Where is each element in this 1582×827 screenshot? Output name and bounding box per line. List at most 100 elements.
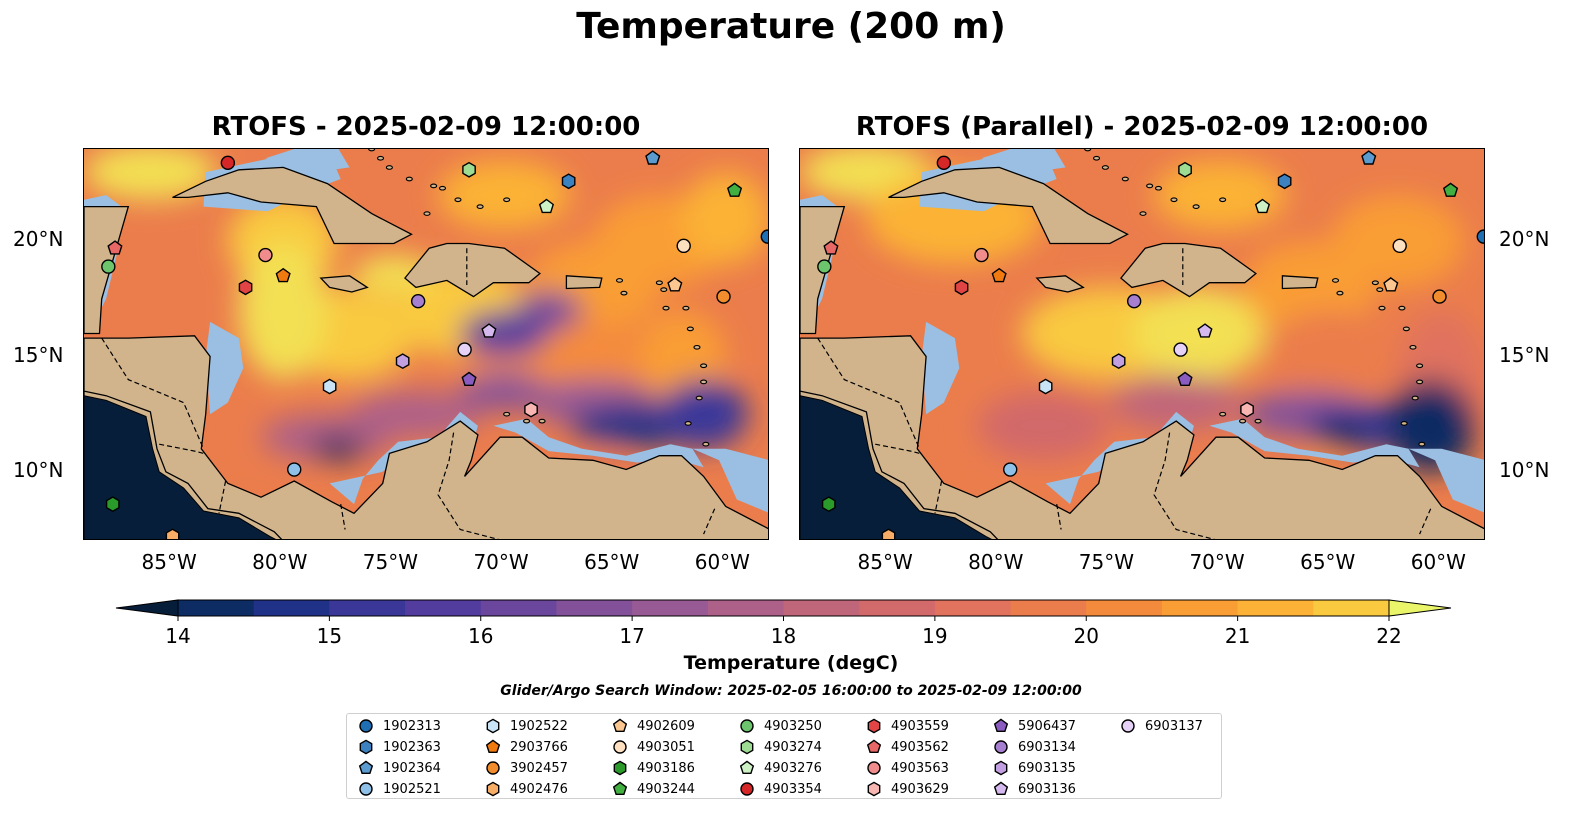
colorbar-extend-low <box>115 599 179 617</box>
land-mass <box>800 335 1484 539</box>
colorbar-segment <box>405 600 482 616</box>
colorbar-segment <box>329 600 406 616</box>
island <box>503 197 511 203</box>
island <box>476 204 484 209</box>
lon-tick-label: 60°W <box>1410 550 1466 574</box>
lon-tick-label: 80°W <box>968 550 1024 574</box>
land-mass <box>319 275 369 293</box>
lon-tick-label: 65°W <box>1300 550 1356 574</box>
float-marker-1902364 <box>1361 150 1377 165</box>
shelf-area <box>1408 448 1484 513</box>
colorbar-tick-label: 22 <box>1376 624 1401 646</box>
island <box>1121 176 1129 182</box>
legend-item-6903136: 6903136 <box>992 779 1076 799</box>
island <box>423 211 431 216</box>
island <box>438 185 447 191</box>
country-border <box>340 503 346 530</box>
circle-marker-icon <box>740 719 754 733</box>
float-marker-4903354 <box>220 155 236 171</box>
legend-label: 6903134 <box>1018 739 1076 755</box>
map-canvas-rtofs <box>84 149 768 539</box>
country-border <box>934 480 943 514</box>
float-marker-1902313 <box>760 229 768 244</box>
island <box>684 421 692 426</box>
legend-label: 3902457 <box>510 760 568 776</box>
float-marker-6903134 <box>1126 293 1142 309</box>
legend-marker <box>993 781 1009 796</box>
shelf-area <box>692 448 768 513</box>
pentagon-marker-icon <box>358 760 374 775</box>
island <box>1409 344 1417 350</box>
legend-label: 6903137 <box>1145 718 1203 734</box>
float-marker-4903563 <box>974 247 989 263</box>
float-marker-6903134 <box>410 293 426 309</box>
island <box>1376 287 1384 293</box>
island <box>1418 441 1426 447</box>
land-mass <box>1119 242 1257 298</box>
island <box>620 290 628 296</box>
island <box>700 363 708 369</box>
colorbar-tick-label: 15 <box>317 624 342 646</box>
colorbar-segment <box>178 600 255 616</box>
circle-marker-icon <box>740 782 754 796</box>
island <box>682 305 690 311</box>
pentagon-marker-icon <box>612 781 628 796</box>
lat-tick-label: 15°N <box>13 342 64 367</box>
legend-label: 1902313 <box>383 718 441 734</box>
map-panel-rtofs-parallel[interactable] <box>799 148 1485 540</box>
hexagon-marker-icon <box>613 760 627 776</box>
colorbar-segment <box>783 600 860 616</box>
island <box>405 176 413 182</box>
legend-label: 4903563 <box>891 760 949 776</box>
island <box>702 441 710 447</box>
country-border <box>1056 503 1062 530</box>
legend-label: 4903562 <box>891 739 949 755</box>
float-marker-1902363 <box>561 173 576 190</box>
legend-marker <box>994 740 1008 754</box>
figure-title: Temperature (200 m) <box>576 6 1006 47</box>
float-marker-3902457 <box>716 289 731 304</box>
lon-tick-label: 70°W <box>1189 550 1245 574</box>
lon-tick-label: 70°W <box>473 550 529 574</box>
circle-marker-icon <box>359 782 373 796</box>
legend-item-1902313: 1902313 <box>357 716 441 736</box>
country-border <box>703 508 716 535</box>
legend-label: 1902364 <box>383 760 441 776</box>
legend-item-6903134: 6903134 <box>992 737 1076 757</box>
island <box>693 344 701 350</box>
circle-marker-icon <box>486 761 500 775</box>
island <box>1219 411 1227 417</box>
island <box>1092 155 1101 161</box>
float-marker-4903244 <box>1442 182 1459 197</box>
legend-item-4903559: 4903559 <box>865 716 949 736</box>
float-marker-4903629 <box>1240 401 1254 418</box>
panel-title-rtofs-parallel: RTOFS (Parallel) - 2025-02-09 12:00:00 <box>855 112 1429 142</box>
legend-label: 4903250 <box>764 718 822 734</box>
island <box>1254 418 1262 424</box>
island <box>1101 165 1109 170</box>
circle-marker-icon <box>994 740 1008 754</box>
hexagon-marker-icon <box>867 781 881 797</box>
island <box>1371 280 1379 286</box>
lat-tick-label: 10°N <box>1499 457 1550 482</box>
lon-tick-label: 85°W <box>857 550 913 574</box>
island <box>1219 197 1227 203</box>
colorbar-tick-label: 20 <box>1074 624 1099 646</box>
float-marker-6903136 <box>1197 323 1213 338</box>
float-marker-1902521 <box>287 462 302 477</box>
country-border <box>218 480 227 514</box>
island <box>1416 379 1424 385</box>
colorbar: 14 15 16 17 18 19 20 21 22 <box>115 599 1452 646</box>
hexagon-marker-icon <box>359 739 373 755</box>
legend-label: 6903135 <box>1018 760 1076 776</box>
land-mass <box>565 275 603 290</box>
map-panel-rtofs[interactable] <box>83 148 769 540</box>
lon-tick-label: 75°W <box>362 550 419 574</box>
legend-marker <box>867 781 881 797</box>
legend-item-1902363: 1902363 <box>357 737 441 757</box>
legend-item-4903250: 4903250 <box>738 716 822 736</box>
float-marker-6903135 <box>395 353 410 370</box>
legend-marker <box>359 719 373 733</box>
island <box>1331 278 1340 283</box>
float-marker-1902522 <box>1038 378 1053 395</box>
